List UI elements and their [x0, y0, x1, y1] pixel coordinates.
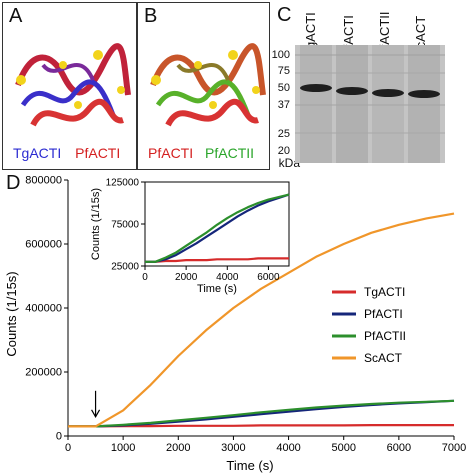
inset-x-axis-label: Time (s) — [197, 283, 237, 295]
main-x-tick-label: 1000 — [111, 442, 135, 454]
arrow-annotation — [91, 390, 101, 419]
main-y-tick-label: 400000 — [25, 303, 62, 315]
panel-a-letter: A — [9, 5, 23, 27]
inset-y-tick-label: 75000 — [111, 219, 139, 230]
panel-b-letter: B — [144, 5, 158, 27]
marker-25: 25 — [277, 128, 290, 140]
inset-x-tick-label: 2000 — [175, 272, 198, 283]
inset-series-pfactii — [145, 193, 290, 263]
main-x-tick-label: 6000 — [387, 442, 411, 454]
inset-x-tick-label: 4000 — [216, 272, 239, 283]
legend-tgacti: TgACTI — [13, 145, 62, 161]
marker-20: 20 — [277, 145, 290, 157]
marker-50: 50 — [277, 82, 290, 94]
main-series-scact — [68, 212, 455, 428]
main-series-pfactii — [68, 399, 455, 428]
sds-gel — [295, 45, 445, 163]
inset-y-axis-label: Counts (1/15s) — [90, 188, 102, 260]
protein-structure-b — [150, 43, 266, 127]
main-y-tick-label: 0 — [56, 431, 62, 443]
main-x-tick-label: 4000 — [276, 442, 300, 454]
main-x-tick-label: 5000 — [331, 442, 355, 454]
marker-75: 75 — [277, 65, 290, 77]
inset-x-tick-label: 6000 — [257, 272, 280, 283]
main-series-tgacti — [68, 424, 454, 428]
chart-legend: TgACTI PfACTI PfACTII ScACT — [332, 285, 406, 365]
protein-structure-a — [15, 43, 131, 127]
legend-pfacti: PfACTI — [75, 145, 121, 161]
x-axis-label: Time (s) — [226, 458, 273, 473]
main-x-tick-label: 3000 — [221, 442, 245, 454]
inset-y-tick-label: 25000 — [111, 261, 139, 272]
main-series-pfacti — [68, 399, 455, 428]
panel-d-letter: D — [6, 172, 21, 194]
panel-b-legend: PfACTI PfACTII — [148, 145, 254, 161]
legend-text-tgacti: TgACTI — [364, 285, 405, 299]
main-y-tick-label: 800000 — [25, 175, 62, 187]
marker-unit: kDa — [278, 156, 300, 170]
legend-text-scact: ScACT — [364, 351, 403, 365]
panel-a-structure: A TgACTI PfACTI — [2, 2, 137, 170]
marker-100: 100 — [271, 49, 290, 61]
inset-series-pfacti — [145, 193, 290, 263]
y-axis-label: Counts (1/15s) — [4, 271, 19, 356]
marker-37: 37 — [277, 99, 290, 111]
gel-bands — [295, 45, 445, 163]
inset-chart: 0 2000 4000 6000 25000 75000 125000 Time (s) C… — [90, 177, 290, 295]
main-x-tick-label: 0 — [65, 442, 71, 454]
inset-x-tick-label: 0 — [142, 272, 148, 283]
main-x-tick-label: 7000 — [442, 442, 466, 454]
panel-a-legend: TgACTI PfACTI — [13, 145, 120, 161]
legend-pfacti-b: PfACTI — [148, 145, 194, 161]
legend-text-pfacti: PfACTI — [364, 307, 403, 321]
main-x-tick-label: 2000 — [166, 442, 190, 454]
panel-b-structure: B PfACTI PfACTII — [137, 2, 270, 170]
legend-pfactii-b: PfACTII — [205, 145, 255, 161]
legend-text-pfactii: PfACTII — [364, 329, 406, 343]
inset-series-tgacti — [145, 257, 289, 263]
main-y-tick-label: 600000 — [25, 239, 62, 251]
inset-y-tick-label: 125000 — [106, 177, 140, 188]
panel-c-letter: C — [277, 4, 292, 26]
kinetics-chart: 0 1000 2000 3000 4000 5000 6000 7000 0 200000 4000… — [4, 175, 466, 473]
main-y-tick-label: 200000 — [25, 367, 62, 379]
